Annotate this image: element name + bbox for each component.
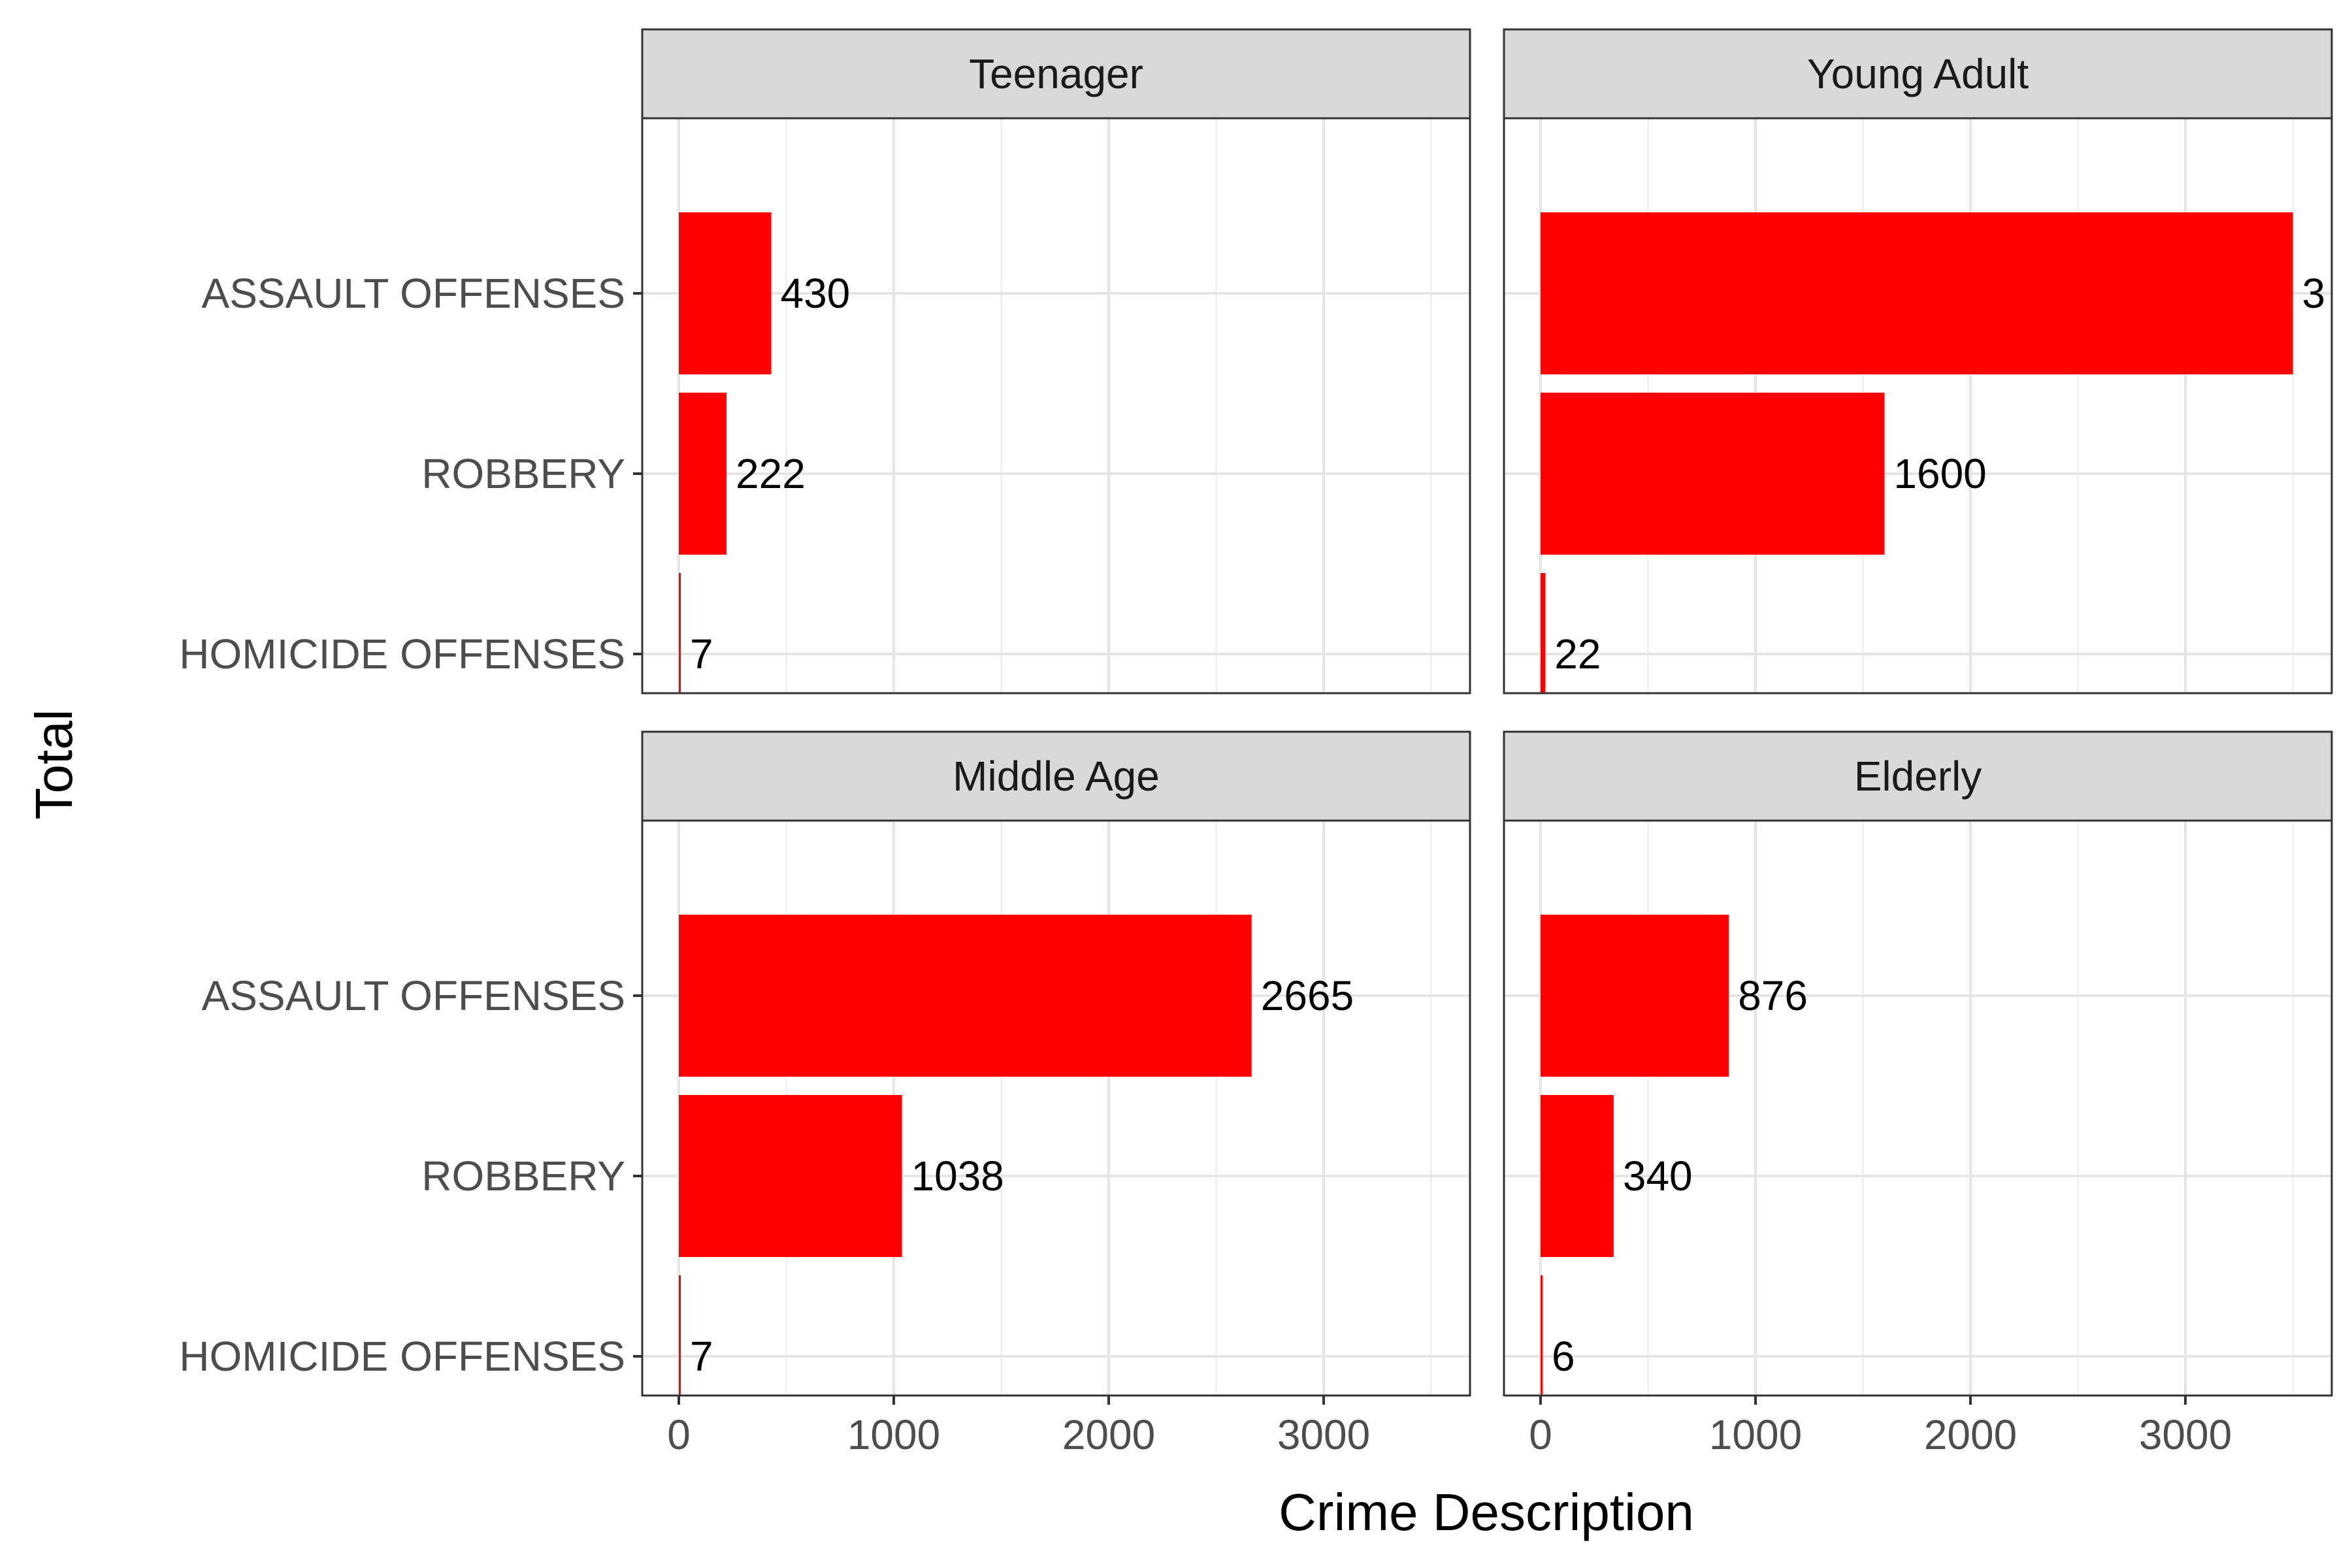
bar-assault-offenses <box>679 212 772 374</box>
x-tick-label: 3000 <box>2139 1411 2232 1458</box>
data-label: 7 <box>690 630 713 678</box>
data-label: 340 <box>1623 1152 1693 1200</box>
y-tick-label: ROBBERY <box>421 1152 625 1200</box>
y-tick-label: ASSAULT OFFENSES <box>202 270 625 317</box>
plot-background <box>1504 821 2332 1396</box>
panel-border <box>1503 117 2333 694</box>
data-label: 222 <box>736 450 806 497</box>
panel-border <box>1503 819 2333 1397</box>
x-axis-title: Crime Description <box>1279 1483 1694 1541</box>
panel-elderly: Elderly 876 340 60 1000 2000 3000 <box>1503 730 2333 1458</box>
data-label: 1038 <box>911 1152 1004 1200</box>
x-tick-label: 1000 <box>847 1411 940 1458</box>
panel-middle-age: Middle Age 2665 1038 7 ASSAULT OFFENSES ROBBE… <box>179 730 1471 1458</box>
panel-border <box>641 819 1471 1397</box>
strip-label: Teenager <box>969 50 1143 97</box>
x-tick-label: 1000 <box>1709 1411 1802 1458</box>
bar-homicide-offenses <box>679 573 681 693</box>
strip-label: Young Adult <box>1807 50 2029 97</box>
strip-elderly <box>1503 730 2333 822</box>
data-label: 7 <box>690 1333 713 1380</box>
data-label: 22 <box>1554 630 1601 678</box>
data-label: 430 <box>780 270 850 317</box>
panel-border <box>641 117 1471 694</box>
plot-background <box>642 118 1470 693</box>
x-tick-label: 0 <box>667 1411 691 1458</box>
data-label: 1600 <box>1893 450 1986 497</box>
bar-homicide-offenses <box>1541 573 1546 693</box>
bar-robbery <box>679 393 727 555</box>
x-tick-label: 2000 <box>1924 1411 2017 1458</box>
data-label: 2665 <box>1261 972 1354 1019</box>
strip-teenager <box>641 28 1471 120</box>
panel-teenager: Teenager 430 222 7 ASSAULT OFFENSES ROBBERY HO… <box>179 28 1471 694</box>
bar-robbery <box>1541 1095 1614 1257</box>
y-tick-label: HOMICIDE OFFENSES <box>179 1333 625 1380</box>
x-tick-label: 2000 <box>1062 1411 1155 1458</box>
y-tick-label: HOMICIDE OFFENSES <box>179 630 625 678</box>
bar-assault-offenses <box>1541 212 2293 374</box>
bar-robbery <box>679 1095 902 1257</box>
bar-homicide-offenses <box>1541 1275 1543 1396</box>
panels-layer: Teenager 430 222 7 ASSAULT OFFENSES ROBBERY HO… <box>179 28 2333 1458</box>
y-axis-title: Total <box>25 710 83 820</box>
strip-young-adult <box>1503 28 2333 120</box>
bar-assault-offenses <box>1541 915 1729 1077</box>
bar-homicide-offenses <box>679 1275 681 1396</box>
bar-robbery <box>1541 393 1885 555</box>
y-tick-label: ASSAULT OFFENSES <box>202 972 625 1019</box>
data-label: 876 <box>1738 972 1808 1019</box>
panel-young-adult: Young Adult 3 1600 22 <box>1503 28 2333 694</box>
y-tick-label: ROBBERY <box>421 450 625 497</box>
strip-middle-age <box>641 730 1471 822</box>
data-label: 3 <box>2302 270 2326 317</box>
bar-assault-offenses <box>679 915 1252 1077</box>
x-tick-label: 3000 <box>1277 1411 1370 1458</box>
strip-label: Middle Age <box>953 753 1160 800</box>
x-tick-label: 0 <box>1529 1411 1552 1458</box>
data-label: 6 <box>1552 1333 1575 1380</box>
strip-label: Elderly <box>1854 753 1982 800</box>
